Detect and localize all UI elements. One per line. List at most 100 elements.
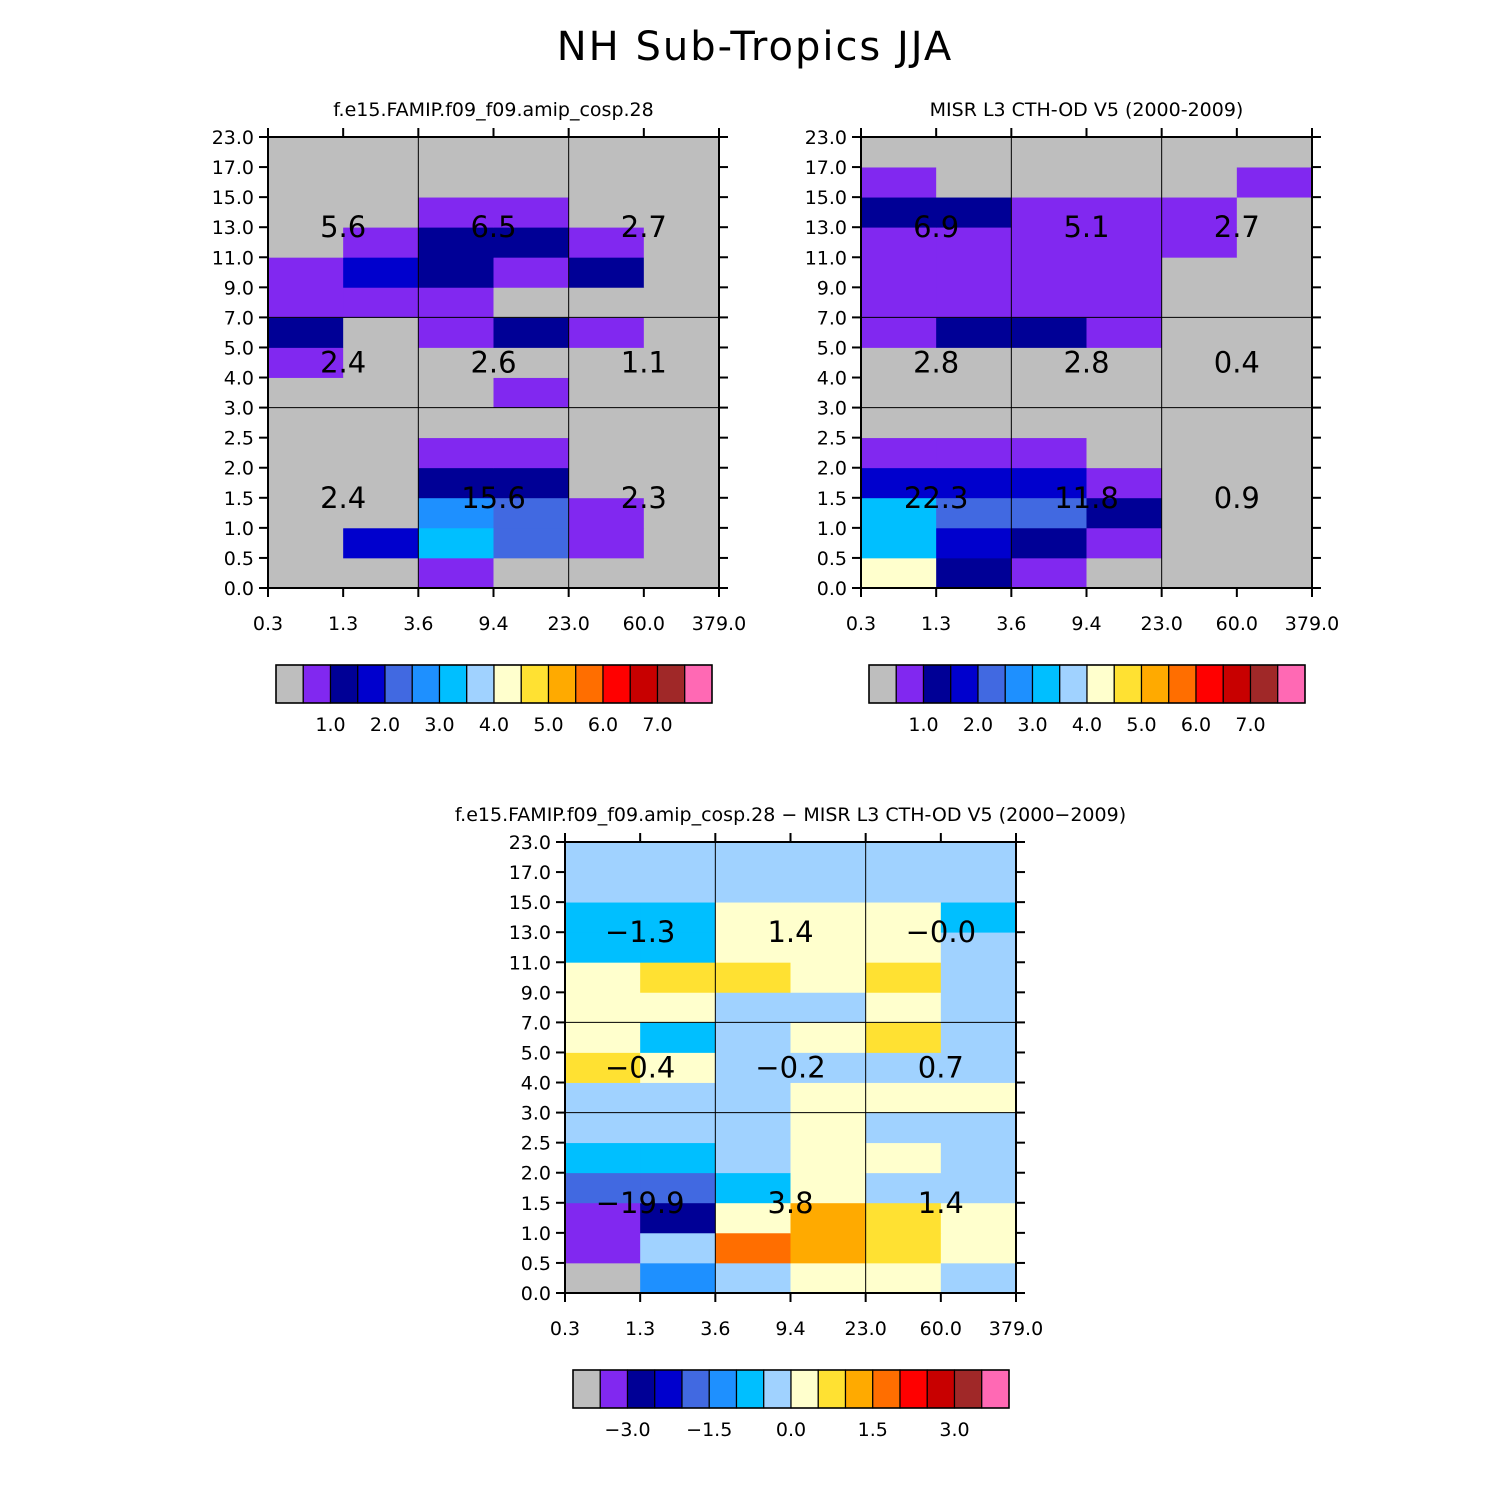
y-tick-label: 0.5: [521, 1253, 551, 1275]
heatmap-cell: [936, 557, 1012, 589]
heatmap-cell: [1161, 347, 1238, 378]
x-tick-label: 1.3: [921, 613, 951, 635]
heatmap-cell: [1236, 407, 1313, 439]
heatmap-cell: [343, 197, 419, 228]
heatmap-panel-3: 0.0 0.5 1.0 1.5 2.0 2.5 3.0 4.0 5.0 7.0 9.0 11.0 13.…: [455, 804, 1126, 1340]
heatmap-cell: [861, 437, 937, 469]
colorbar-box: [763, 1369, 792, 1409]
heatmap-cell: [568, 377, 645, 408]
heatmap-cell: [493, 317, 570, 348]
heatmap-cell: [1161, 167, 1238, 198]
heatmap-cell: [865, 1232, 942, 1264]
heatmap-cell: [1161, 257, 1238, 288]
group-value-label: 0.7: [918, 1051, 964, 1085]
heatmap-cell: [1236, 497, 1313, 529]
heatmap-cell: [268, 497, 344, 529]
heatmap-cell: [936, 137, 1012, 168]
heatmap-cell: [643, 287, 720, 318]
x-tick-label: 60.0: [1216, 613, 1258, 635]
heatmap-cell: [790, 1022, 867, 1053]
heatmap-cell: [1011, 167, 1087, 198]
colorbar-box: [602, 664, 631, 704]
heatmap-cell: [940, 1262, 1017, 1294]
x-tick-label: 60.0: [920, 1318, 962, 1340]
heatmap-cell: [1161, 197, 1238, 228]
heatmap-cell: [565, 992, 641, 1023]
y-tick-label: 9.0: [521, 982, 551, 1004]
heatmap-cell: [936, 467, 1012, 499]
heatmap-cell: [865, 1112, 942, 1144]
heatmap-cell: [715, 1172, 791, 1204]
x-tick-label: 379.0: [989, 1318, 1043, 1340]
heatmap-cell: [1161, 317, 1238, 348]
heatmap-cell: [343, 167, 419, 198]
heatmap-cell: [940, 962, 1017, 993]
heatmap-cell: [1236, 437, 1313, 469]
colorbar-box: [275, 664, 304, 704]
heatmap-cell: [643, 227, 720, 258]
heatmap-cell: [418, 407, 494, 439]
heatmap-cell: [640, 1262, 716, 1294]
y-tick-label: 7.0: [521, 1012, 551, 1034]
y-tick-label: 4.0: [817, 368, 847, 390]
y-tick-label: 9.0: [817, 277, 847, 299]
heatmap-cell: [790, 1172, 867, 1204]
heatmap-cell: [565, 1112, 641, 1144]
colorbar-label: 4.0: [1072, 714, 1102, 736]
colorbar-label: 1.5: [858, 1419, 888, 1441]
heatmap-cell: [565, 1172, 641, 1204]
y-tick-label: 13.0: [805, 217, 847, 239]
colorbar-box: [684, 664, 713, 704]
y-tick-label: 23.0: [805, 127, 847, 149]
colorbar-box: [547, 664, 577, 704]
heatmap-cell: [643, 497, 720, 529]
heatmap-cell: [940, 1142, 1017, 1174]
heatmap-cell: [1236, 467, 1313, 499]
heatmap-cell: [268, 137, 344, 168]
heatmap-cell: [565, 872, 641, 903]
colorbar-box: [926, 1369, 956, 1409]
colorbar-box: [654, 1369, 683, 1409]
heatmap-cell: [643, 557, 720, 589]
y-tick-label: 3.0: [224, 398, 254, 420]
heatmap-cell: [1161, 407, 1238, 439]
heatmap-cell: [715, 1082, 791, 1113]
heatmap-cell: [493, 467, 570, 499]
x-tick-label: 0.3: [550, 1318, 580, 1340]
heatmap-cell: [715, 1112, 791, 1144]
heatmap-cell: [865, 1082, 942, 1113]
heatmap-cell: [643, 317, 720, 348]
heatmap-cell: [640, 1142, 716, 1174]
heatmap-cell: [493, 557, 570, 589]
y-tick-label: 9.0: [224, 277, 254, 299]
heatmap-cell: [940, 1172, 1017, 1204]
heatmap-cell: [568, 467, 645, 499]
heatmap-cell: [865, 872, 942, 903]
heatmap-cell: [1161, 437, 1238, 469]
x-tick-label: 379.0: [1285, 613, 1339, 635]
y-tick-label: 5.0: [817, 337, 847, 359]
heatmap-cell: [1011, 467, 1087, 499]
x-tick-label: 1.3: [328, 613, 358, 635]
heatmap-panel-2: 0.0 0.5 1.0 1.5 2.0 2.5 3.0 4.0 5.0 7.0 9.0 11.0 13.…: [805, 99, 1340, 635]
heatmap-cell: [1011, 317, 1087, 348]
heatmap-cell: [565, 1202, 641, 1234]
heatmap-cell: [715, 1202, 791, 1234]
heatmap-cell: [565, 842, 641, 873]
heatmap-cell: [640, 962, 716, 993]
x-tick-label: 9.4: [478, 613, 508, 635]
colorbar-label: 6.0: [588, 714, 618, 736]
heatmap-cell: [715, 1052, 791, 1083]
heatmap-cell: [865, 1262, 942, 1294]
heatmap-cell: [1161, 527, 1238, 559]
heatmap-cell: [865, 1172, 942, 1204]
colorbar-box: [626, 1369, 656, 1409]
colorbar-box: [681, 1369, 710, 1409]
heatmap-cell: [940, 1202, 1017, 1234]
heatmap-cell: [640, 872, 716, 903]
colorbar-box: [899, 1369, 928, 1409]
heatmap-cell: [790, 992, 867, 1023]
colorbar-frame: [275, 664, 713, 704]
